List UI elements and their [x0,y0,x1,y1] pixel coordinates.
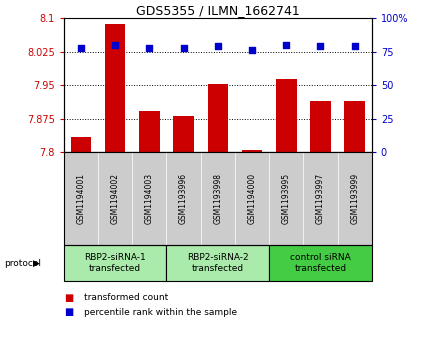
Text: ▶: ▶ [33,259,40,268]
Text: GSM1194000: GSM1194000 [248,173,257,224]
Point [351,44,358,49]
Text: GSM1194003: GSM1194003 [145,173,154,224]
Bar [242,150,262,152]
Text: ■: ■ [64,293,73,303]
Text: GSM1194002: GSM1194002 [110,173,120,224]
Point [249,48,256,53]
Title: GDS5355 / ILMN_1662741: GDS5355 / ILMN_1662741 [136,4,300,17]
Text: GSM1193995: GSM1193995 [282,173,291,224]
Point [317,44,324,49]
Bar [276,79,297,152]
Text: percentile rank within the sample: percentile rank within the sample [84,308,237,317]
Bar [173,116,194,152]
Bar [71,137,91,152]
Text: GSM1193997: GSM1193997 [316,173,325,224]
Text: protocol: protocol [4,259,41,268]
Point [112,42,119,48]
Text: ■: ■ [64,307,73,317]
Text: control siRNA
transfected: control siRNA transfected [290,253,351,273]
Text: transformed count: transformed count [84,293,168,302]
Point [180,45,187,50]
Point [146,45,153,50]
Point [214,44,221,49]
Bar [139,111,160,152]
Text: GSM1193996: GSM1193996 [179,173,188,224]
Text: GSM1193998: GSM1193998 [213,173,222,224]
Bar [345,101,365,152]
Bar [105,24,125,152]
Text: RBP2-siRNA-1
transfected: RBP2-siRNA-1 transfected [84,253,146,273]
Text: GSM1193999: GSM1193999 [350,173,359,224]
Point [77,45,84,50]
Text: GSM1194001: GSM1194001 [77,173,85,224]
Point [283,42,290,48]
Bar [208,85,228,152]
Bar [310,101,331,152]
Text: RBP2-siRNA-2
transfected: RBP2-siRNA-2 transfected [187,253,249,273]
